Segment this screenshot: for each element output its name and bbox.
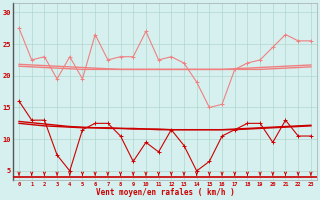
X-axis label: Vent moyen/en rafales ( km/h ): Vent moyen/en rafales ( km/h ): [96, 188, 234, 197]
